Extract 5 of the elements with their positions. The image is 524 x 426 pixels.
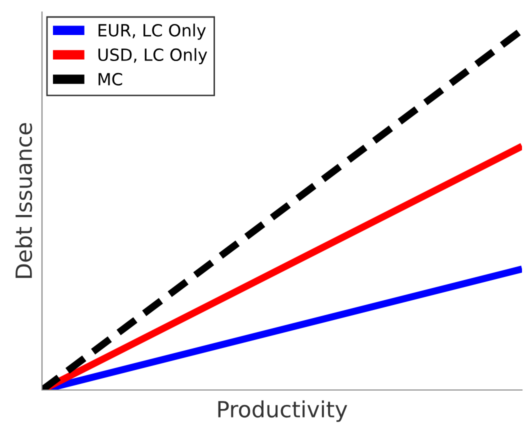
legend-label: MC xyxy=(98,72,122,86)
x-axis-title: Productivity xyxy=(218,400,348,422)
legend-label: USD, LC Only xyxy=(98,48,208,64)
legend-label: EUR, LC Only xyxy=(98,24,206,40)
y-axis-title: Debt Issuance xyxy=(14,123,32,278)
